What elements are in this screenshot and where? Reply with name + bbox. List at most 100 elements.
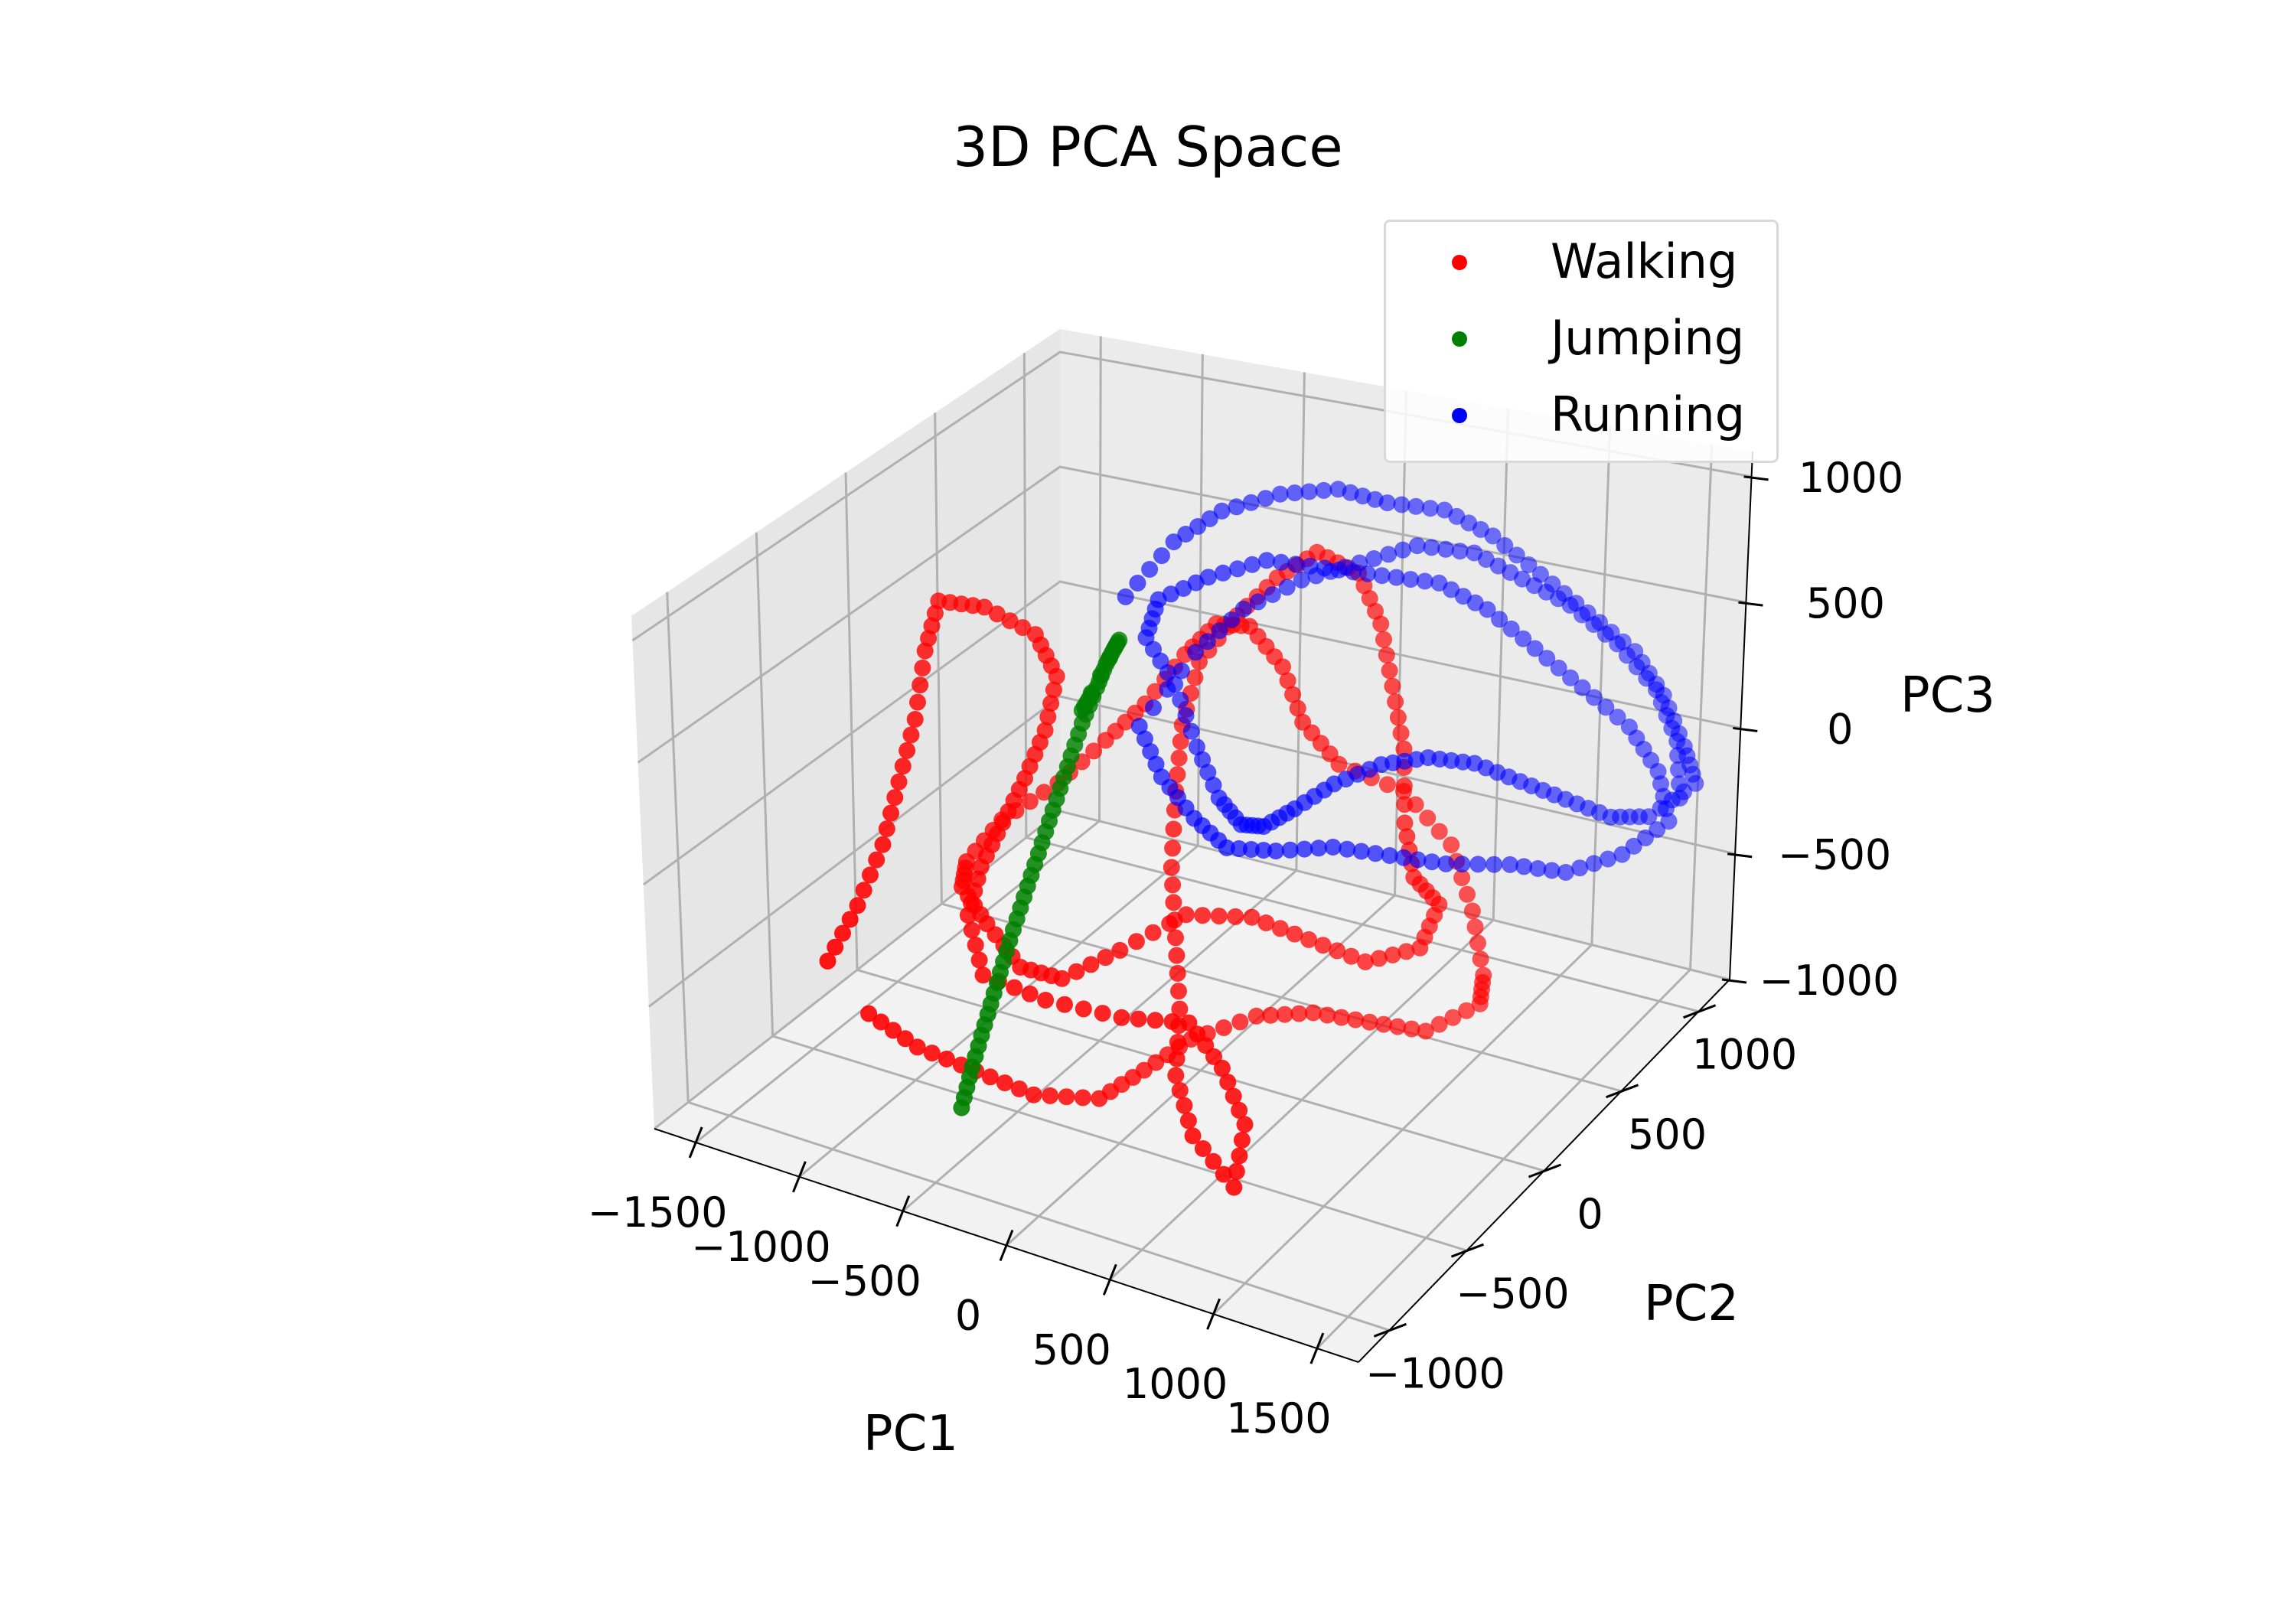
point-walking [1127, 933, 1145, 950]
point-walking [1257, 914, 1275, 931]
y-tick-label: 0 [1577, 1190, 1603, 1238]
point-running [1574, 679, 1591, 696]
point-running [1648, 681, 1665, 699]
point-walking [1113, 1009, 1130, 1026]
legend-marker-walking [1452, 255, 1467, 270]
point-running [1669, 747, 1687, 764]
point-walking [1007, 802, 1025, 820]
point-running [1585, 689, 1603, 706]
point-walking [849, 897, 866, 914]
point-running [1381, 847, 1398, 864]
point-running [1339, 840, 1356, 858]
y-tick [1606, 1084, 1639, 1099]
point-running [1142, 743, 1159, 761]
point-running [1380, 546, 1397, 563]
point-walking [1164, 839, 1182, 857]
point-running [1393, 496, 1411, 513]
legend-label-running: Running [1551, 386, 1746, 442]
point-running [1242, 841, 1260, 858]
point-walking [886, 789, 904, 807]
point-running [1526, 640, 1544, 657]
side-pane [631, 329, 1060, 1129]
point-running [1213, 502, 1231, 520]
point-running [1141, 561, 1159, 578]
point-walking [912, 676, 929, 694]
x-tick [895, 1195, 911, 1227]
point-running [1230, 840, 1247, 857]
point-running [1278, 579, 1296, 596]
point-running [1296, 840, 1313, 858]
point-walking [1395, 783, 1412, 800]
point-running [1596, 625, 1614, 643]
y-tick-label: −500 [1456, 1270, 1569, 1318]
point-running [1352, 843, 1370, 860]
point-walking [1184, 1127, 1202, 1145]
point-jumping [1092, 667, 1109, 684]
point-walking [874, 836, 892, 853]
x-tick-label: 0 [955, 1292, 981, 1340]
point-running [1199, 633, 1216, 650]
point-walking [834, 924, 851, 942]
point-walking [841, 911, 859, 928]
point-walking [1014, 619, 1032, 637]
point-jumping [1101, 649, 1119, 667]
point-running [1388, 569, 1405, 586]
y-tick [1450, 1243, 1484, 1258]
point-walking [1430, 823, 1448, 840]
point-running [1557, 864, 1574, 881]
point-walking [1443, 836, 1460, 854]
point-walking [1035, 784, 1053, 801]
x-tick-label: 1500 [1226, 1394, 1331, 1442]
point-walking [1466, 918, 1484, 936]
point-walking [882, 804, 899, 822]
point-running [1199, 569, 1217, 586]
point-walking [1247, 1007, 1265, 1025]
x-tick [1102, 1263, 1117, 1296]
point-running [1242, 494, 1260, 511]
grid-line-z [642, 580, 1741, 886]
point-running [1628, 658, 1645, 676]
point-walking [868, 851, 885, 869]
point-walking [860, 1005, 878, 1022]
point-walking [963, 921, 980, 939]
point-walking [1233, 1131, 1251, 1149]
y-axis-label: PC2 [1644, 1276, 1739, 1332]
point-walking [1290, 1005, 1308, 1022]
point-walking [1091, 1090, 1108, 1107]
y-tick [1373, 1322, 1407, 1338]
point-running [1351, 554, 1368, 572]
point-walking [1074, 1089, 1091, 1107]
point-running [1486, 856, 1503, 873]
z-tick-label: 500 [1806, 579, 1885, 627]
point-running [1365, 550, 1383, 567]
point-walking [862, 866, 879, 884]
point-walking [1361, 1013, 1378, 1031]
y-tick-label: −1000 [1365, 1349, 1505, 1397]
point-running [1402, 571, 1420, 588]
point-walking [1378, 647, 1395, 663]
point-walking [1169, 964, 1186, 982]
point-walking [1170, 983, 1187, 1000]
point-walking [1236, 1116, 1254, 1133]
point-walking [1372, 615, 1390, 633]
y-tick [1683, 1004, 1717, 1019]
point-walking [1167, 929, 1184, 947]
point-walking [1430, 1015, 1448, 1033]
point-walking [1075, 1000, 1092, 1018]
point-walking [1444, 1009, 1462, 1026]
point-running [1145, 699, 1162, 716]
point-jumping [1082, 686, 1100, 703]
point-walking [1167, 1067, 1185, 1084]
point-running [1336, 559, 1354, 576]
point-walking [1085, 742, 1103, 760]
point-walking [996, 1074, 1013, 1092]
point-walking [1403, 1020, 1420, 1038]
point-walking [1039, 708, 1057, 725]
legend: Walking Jumping Running [1384, 220, 1779, 463]
point-running [1668, 732, 1686, 750]
point-walking [1171, 1000, 1189, 1018]
point-walking [1274, 658, 1291, 676]
point-running [1670, 761, 1687, 778]
point-walking [1146, 1012, 1164, 1029]
point-running [1177, 526, 1195, 543]
